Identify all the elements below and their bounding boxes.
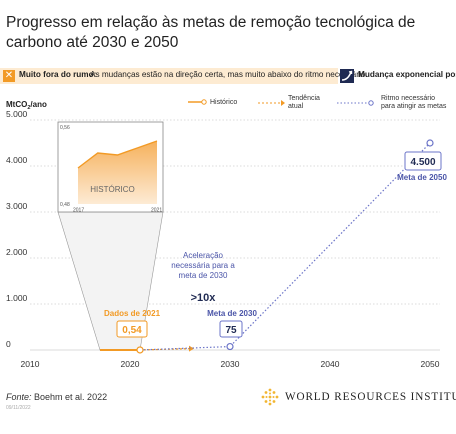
y-tick-label: 2.000 xyxy=(6,247,28,257)
series-ritmo xyxy=(139,142,431,351)
meta2030-value: 75 xyxy=(225,325,237,336)
inset-label: HISTÓRICO xyxy=(90,185,134,194)
legend-tendencia: atual xyxy=(288,103,304,110)
inset-ytick-top: 0,56 xyxy=(60,125,70,131)
acceleration-text: meta de 2030 xyxy=(179,271,228,280)
y-tick-label: 1.000 xyxy=(6,293,28,303)
exponential-curve-icon xyxy=(340,69,354,83)
wri-brand: WORLD RESOURCES INSTITUTE xyxy=(261,388,456,406)
x-icon: ✕ xyxy=(3,70,15,82)
x-tick-label: 2030 xyxy=(221,359,240,369)
wri-logo-icon xyxy=(261,388,279,406)
acceleration-text: necessária para a xyxy=(171,261,235,270)
source-prefix: Fonte: xyxy=(6,392,32,402)
legend-ritmo: para atingir as metas xyxy=(381,103,447,110)
meta2030-label: Meta de 2030 xyxy=(207,309,257,318)
x-tick-label: 2050 xyxy=(421,359,440,369)
series-tendencia-arrow xyxy=(189,345,194,352)
off-track-banner xyxy=(0,68,338,84)
inset-xtick-right: 2021 xyxy=(151,208,162,214)
data2021-label: Dados de 2021 xyxy=(104,309,161,318)
legend-ritmo: Ritmo necessário xyxy=(381,95,435,102)
series-ritmo-point xyxy=(136,346,144,354)
brand-name: WORLD RESOURCES INSTITUTE xyxy=(285,391,456,403)
inset-line xyxy=(77,140,158,169)
source: Fonte: Boehm et al. 2022 xyxy=(6,392,107,402)
meta2050-label: Meta de 2050 xyxy=(397,173,447,182)
date: 09/11/2022 xyxy=(6,405,31,411)
off-track-text: As mudanças estão na direção certa, mas … xyxy=(90,70,366,79)
source-text: Boehm et al. 2022 xyxy=(34,392,108,402)
y-tick-label: 4.000 xyxy=(6,155,28,165)
page-title: Progresso em relação às metas de remoção… xyxy=(6,14,416,51)
y-tick-label: 3.000 xyxy=(6,201,28,211)
legend-tendencia-arrow xyxy=(281,100,285,106)
meta2030-box xyxy=(219,320,243,338)
y-tick-label: 5.000 xyxy=(6,109,28,119)
y-tick-label: 0 xyxy=(6,339,11,349)
chart: 0 1.000 2.000 3.000 4.000 5.000 2010 2020 2030 20… xyxy=(6,95,447,369)
acceleration-value: >10x xyxy=(191,292,217,304)
status-bar: ✕ Muito fora do rumo: As mudanças estão … xyxy=(0,68,456,84)
inset-xtick-left: 2017 xyxy=(73,208,84,214)
legend-ritmo-marker xyxy=(368,100,374,106)
meta2050-box xyxy=(404,151,442,171)
off-track-label: Muito fora do rumo: xyxy=(19,70,97,79)
data2021-box xyxy=(116,320,148,338)
series-ritmo-point xyxy=(226,342,234,351)
x-tick-label: 2010 xyxy=(21,359,40,369)
y-axis-label: MtCO2/ano xyxy=(6,100,47,111)
series-ritmo-point xyxy=(426,139,434,147)
data2021-value: 0,54 xyxy=(122,325,142,336)
inset-area xyxy=(78,141,157,204)
legend-historico: Histórico xyxy=(210,99,237,106)
meta2050-value: 4.500 xyxy=(410,157,435,168)
x-tick-label: 2040 xyxy=(321,359,340,369)
legend-tendencia: Tendência xyxy=(288,95,320,102)
acceleration-text: Aceleração xyxy=(183,251,224,260)
x-tick-label: 2020 xyxy=(121,359,140,369)
legend-historico-marker xyxy=(201,99,207,105)
exponential-label: Mudança exponencial possível xyxy=(358,70,456,79)
inset-ytick-bottom: 0,48 xyxy=(60,202,70,208)
